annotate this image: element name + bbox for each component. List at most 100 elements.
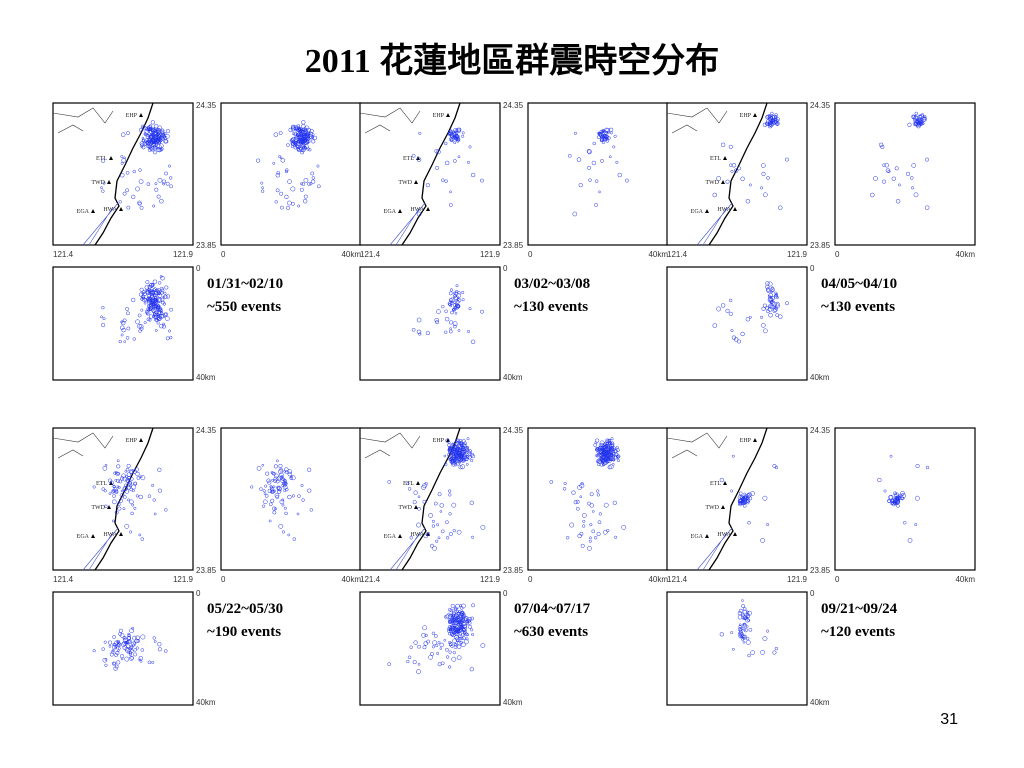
event-dot (596, 532, 601, 537)
event-dot (549, 480, 554, 484)
event-dot (468, 145, 472, 149)
event-dot (471, 603, 476, 608)
event-dot (611, 463, 615, 466)
event-dot (919, 119, 924, 124)
event-dot (894, 166, 899, 171)
lon-label: 121.4 (667, 575, 688, 584)
event-dot (102, 317, 106, 321)
station-label: EHP (126, 438, 138, 444)
event-dot (137, 200, 142, 206)
event-dot (720, 142, 726, 147)
event-dot (440, 529, 445, 534)
event-dot (278, 469, 283, 474)
event-dot (136, 476, 141, 480)
event-dot (887, 169, 891, 173)
event-dot (436, 149, 441, 155)
event-dot (894, 496, 897, 499)
event-dot (263, 499, 268, 505)
event-dot (163, 294, 168, 300)
event-dot (140, 124, 146, 129)
event-dot (906, 171, 911, 176)
event-dot (569, 522, 575, 528)
event-dot (915, 463, 920, 469)
event-dot (124, 489, 130, 494)
event-dot (432, 545, 438, 551)
event-dot (728, 311, 733, 316)
event-dot (303, 146, 307, 149)
event-dot (463, 639, 469, 645)
event-dot (738, 630, 743, 634)
event-dot (577, 485, 582, 490)
fault-line (82, 202, 119, 246)
event-dot (125, 475, 129, 479)
event-dot (738, 623, 742, 627)
border-line (359, 107, 421, 134)
event-dot (306, 135, 310, 139)
event-dot (562, 487, 567, 491)
event-dot (114, 478, 118, 482)
event-dot (737, 494, 743, 500)
event-dot (463, 441, 467, 446)
event-dot (149, 300, 155, 306)
event-dot (297, 494, 301, 498)
event-dot (147, 128, 151, 132)
event-dot (760, 163, 766, 168)
event-dot (156, 304, 160, 308)
event-dot (111, 519, 115, 523)
event-dot (459, 611, 465, 617)
event-dot (769, 296, 773, 299)
event-dot (124, 646, 130, 652)
event-dot (914, 523, 918, 527)
event-dot (895, 499, 900, 504)
event-dot (767, 281, 773, 287)
event-dot (138, 127, 144, 133)
event-dot (148, 124, 153, 128)
event-dot (130, 656, 134, 660)
event-dot (745, 617, 750, 623)
event-dot (287, 494, 292, 500)
event-dot (426, 531, 431, 536)
event-dot (480, 524, 486, 530)
event-dot (463, 455, 467, 459)
event-dot (891, 501, 894, 505)
event-dot (467, 330, 470, 333)
event-dot (434, 317, 439, 323)
station-label: TWD (91, 180, 105, 186)
event-dot (439, 642, 444, 648)
event-dot (725, 308, 730, 313)
event-dot (766, 176, 770, 180)
event-dot (428, 513, 433, 518)
event-dot (418, 332, 422, 336)
event-dot (143, 301, 147, 305)
coastline (401, 102, 461, 246)
event-dot (152, 134, 158, 139)
event-dot (918, 120, 924, 126)
event-dot (449, 134, 454, 138)
event-dot (291, 138, 295, 142)
event-dot (454, 312, 458, 315)
event-dot (154, 146, 158, 149)
event-dot (471, 535, 475, 539)
event-dot (447, 131, 453, 136)
event-dot (154, 182, 158, 186)
station-label: TWD (705, 180, 719, 186)
event-dot (272, 506, 277, 511)
event-dot (301, 182, 306, 186)
event-dot (448, 512, 452, 516)
event-dot (300, 137, 305, 142)
event-dot (160, 128, 165, 133)
event-dot (589, 536, 592, 540)
event-dot (143, 321, 147, 325)
event-dot (284, 169, 289, 174)
event-dot (773, 119, 778, 124)
border-line (52, 107, 114, 134)
map-frame (527, 427, 669, 571)
event-dot (154, 310, 158, 314)
station-label: EHP (740, 113, 752, 119)
event-dot (112, 485, 116, 489)
event-dot (447, 441, 451, 445)
event-dot (125, 336, 130, 340)
event-dot (135, 646, 139, 650)
event-dot (772, 650, 777, 655)
event-dot (141, 295, 146, 299)
